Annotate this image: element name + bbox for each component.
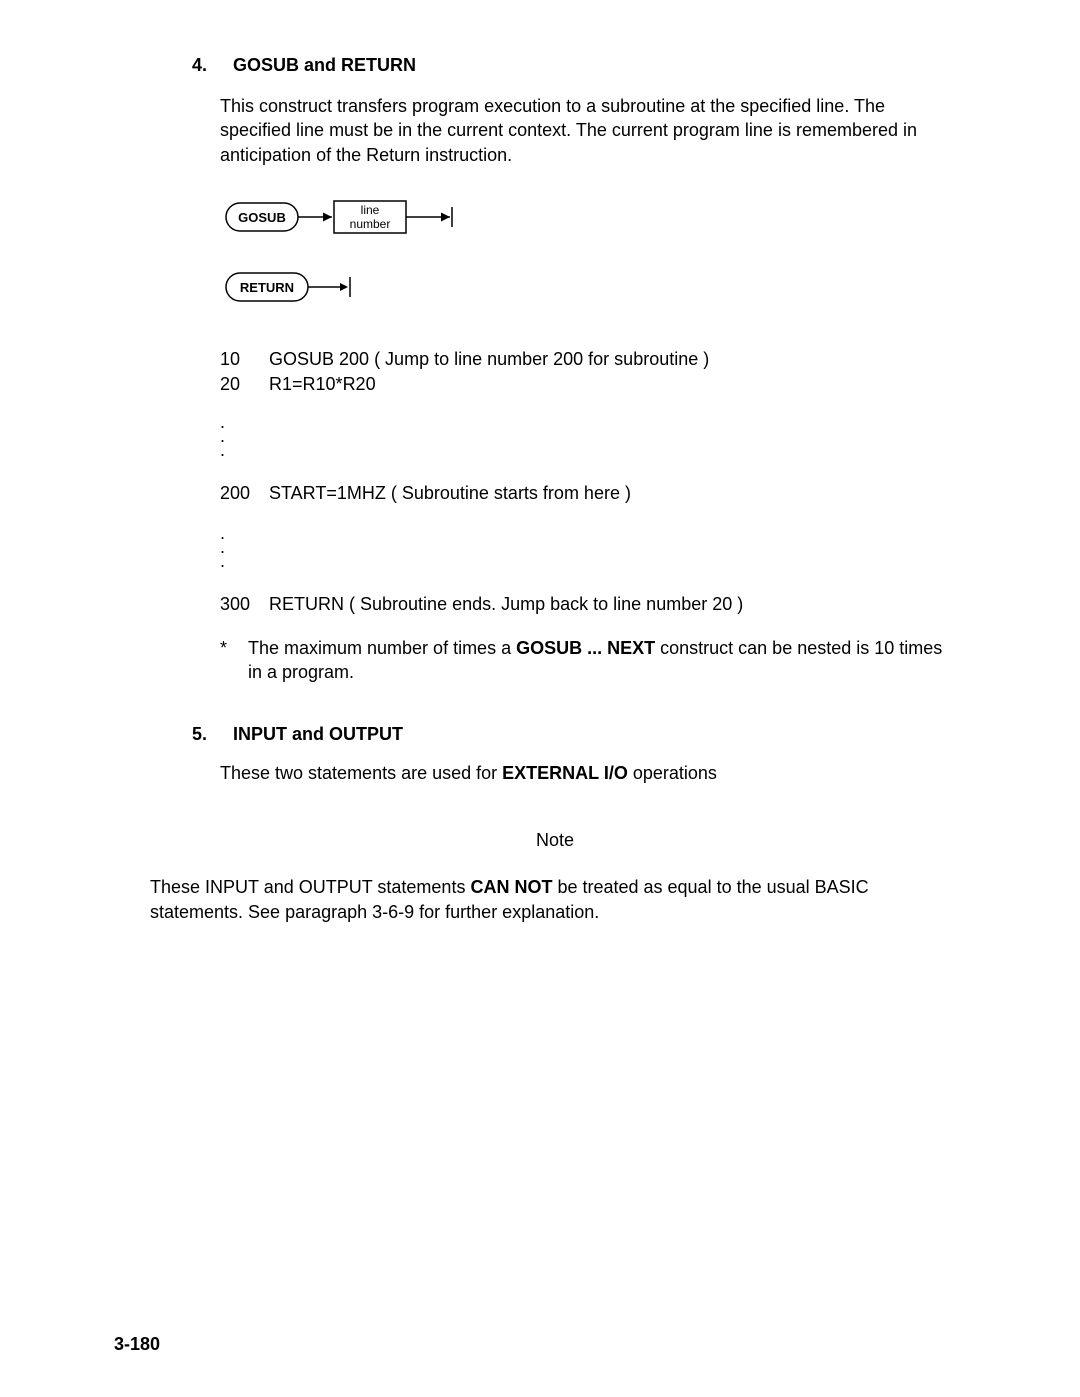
code-line-20: 20 R1=R10*R20 xyxy=(220,372,960,397)
line-number: 200 xyxy=(220,481,264,506)
vertical-dots: ... xyxy=(220,405,960,463)
note-bold: GOSUB ... NEXT xyxy=(516,638,655,658)
gosub-note: * The maximum number of times a GOSUB ..… xyxy=(220,636,960,685)
line-label-bottom: number xyxy=(350,217,391,231)
note-paragraph: These INPUT and OUTPUT statements CAN NO… xyxy=(150,875,960,924)
s5-post: operations xyxy=(628,763,717,783)
page: 4. GOSUB and RETURN This construct trans… xyxy=(0,0,1080,1397)
s5-pre: These two statements are used for xyxy=(220,763,502,783)
page-number: 3-180 xyxy=(114,1334,160,1355)
s5-bold: EXTERNAL I/O xyxy=(502,763,628,783)
section-5-number: 5. xyxy=(192,724,228,745)
line-number: 20 xyxy=(220,372,264,397)
section-5-title: INPUT and OUTPUT xyxy=(233,724,403,744)
section-5-paragraph: These two statements are used for EXTERN… xyxy=(220,763,960,784)
note-bold: CAN NOT xyxy=(470,877,552,897)
section-5-heading: 5. INPUT and OUTPUT xyxy=(192,724,960,745)
note-heading: Note xyxy=(150,830,960,851)
return-label: RETURN xyxy=(240,280,294,295)
return-diagram: RETURN xyxy=(220,265,400,311)
vertical-dots: ... xyxy=(220,516,960,574)
note-pre: The maximum number of times a xyxy=(248,638,516,658)
gosub-diagram: GOSUB line number xyxy=(220,193,490,243)
section-4-paragraph: This construct transfers program executi… xyxy=(220,94,960,167)
section-4-title: GOSUB and RETURN xyxy=(233,55,416,75)
line-number: 300 xyxy=(220,592,264,617)
line-text: RETURN ( Subroutine ends. Jump back to l… xyxy=(269,594,743,614)
gosub-label: GOSUB xyxy=(238,210,286,225)
syntax-diagrams: GOSUB line number RETURN xyxy=(220,193,960,311)
code-line-300: 300 RETURN ( Subroutine ends. Jump back … xyxy=(220,592,960,617)
line-text: R1=R10*R20 xyxy=(269,374,376,394)
line-text: START=1MHZ ( Subroutine starts from here… xyxy=(269,483,631,503)
note-pre: These INPUT and OUTPUT statements xyxy=(150,877,470,897)
asterisk: * xyxy=(220,636,248,685)
section-4-number: 4. xyxy=(192,55,228,76)
code-listing: 10 GOSUB 200 ( Jump to line number 200 f… xyxy=(220,347,960,684)
gosub-note-text: The maximum number of times a GOSUB ... … xyxy=(248,636,960,685)
line-label-top: line xyxy=(361,203,380,217)
line-text: GOSUB 200 ( Jump to line number 200 for … xyxy=(269,349,709,369)
code-line-200: 200 START=1MHZ ( Subroutine starts from … xyxy=(220,481,960,506)
line-number: 10 xyxy=(220,347,264,372)
code-line-10: 10 GOSUB 200 ( Jump to line number 200 f… xyxy=(220,347,960,372)
section-4-heading: 4. GOSUB and RETURN xyxy=(192,55,960,76)
